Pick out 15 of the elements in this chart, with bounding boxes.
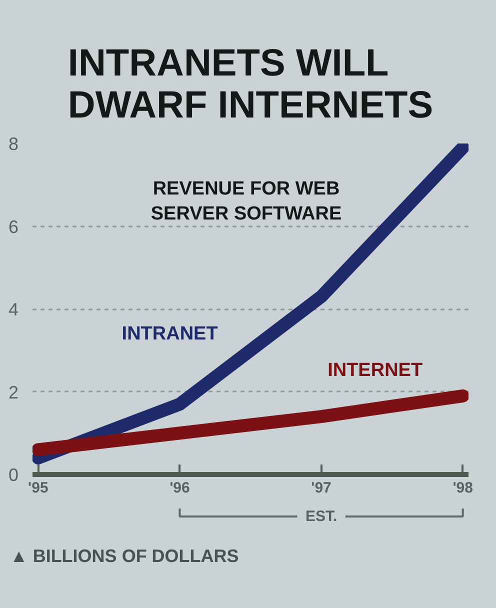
series-label: INTERNET	[328, 360, 423, 382]
text: REVENUE FOR WEB SERVER SOFTWARE	[150, 178, 342, 225]
x-tick-label: '97	[311, 480, 332, 496]
y-tick-label: 8	[8, 134, 19, 154]
series-label: INTRANET	[122, 323, 218, 344]
x-tick-label: '95	[28, 480, 48, 496]
y-tick-label: 0	[8, 465, 19, 485]
chart-title: INTRANETS WILL DWARF INTERNETS	[68, 42, 434, 126]
y-tick-label: 2	[8, 382, 19, 402]
y-tick-label: 4	[8, 300, 19, 320]
y-tick-label: 6	[8, 216, 19, 237]
text: EST.	[305, 508, 338, 525]
x-tick-label: '96	[170, 480, 190, 496]
x-tick-label: '98	[452, 480, 473, 496]
y-axis-title: ▲ BILLIONS OF DOLLARS	[10, 545, 239, 568]
